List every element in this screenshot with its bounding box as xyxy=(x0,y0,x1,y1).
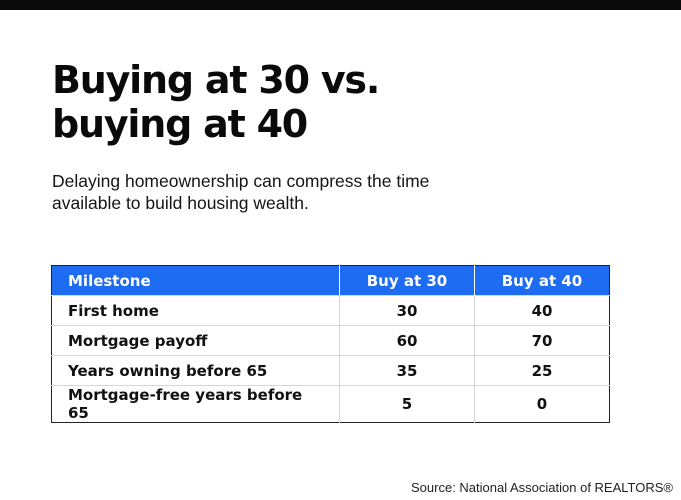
buy-at-30-value: 60 xyxy=(339,325,475,356)
buy-at-40-value: 0 xyxy=(474,385,610,423)
buy-at-30-value: 5 xyxy=(339,385,475,423)
title-line-2: buying at 40 xyxy=(52,102,308,146)
buy-at-40-value: 70 xyxy=(474,325,610,356)
subtitle: Delaying homeownership can compress the … xyxy=(52,171,430,213)
row-label: Mortgage payoff xyxy=(51,325,340,356)
header-buy-at-40: Buy at 40 xyxy=(474,265,610,296)
row-label: Years owning before 65 xyxy=(51,355,340,386)
buy-at-40-value: 40 xyxy=(474,295,610,326)
milestone-table: Milestone Buy at 30 Buy at 40 First home… xyxy=(51,265,610,423)
table-row: Mortgage payoff 60 70 xyxy=(51,325,610,356)
table-row: Mortgage-free years before 65 5 0 xyxy=(51,385,610,423)
row-label: Mortgage-free years before 65 xyxy=(51,385,340,423)
buy-at-30-value: 30 xyxy=(339,295,475,326)
table-row: First home 30 40 xyxy=(51,295,610,326)
row-label: First home xyxy=(51,295,340,326)
buy-at-30-value: 35 xyxy=(339,355,475,386)
top-bar xyxy=(0,0,681,10)
title-line-1: Buying at 30 vs. xyxy=(52,58,380,102)
table-row: Years owning before 65 35 25 xyxy=(51,355,610,386)
page-title: Buying at 30 vs. buying at 40 xyxy=(52,58,612,146)
header-milestone: Milestone xyxy=(51,265,340,296)
buy-at-40-value: 25 xyxy=(474,355,610,386)
header-buy-at-30: Buy at 30 xyxy=(339,265,475,296)
table-header-row: Milestone Buy at 30 Buy at 40 xyxy=(51,265,610,296)
source-note: Source: National Association of REALTORS… xyxy=(411,480,673,495)
